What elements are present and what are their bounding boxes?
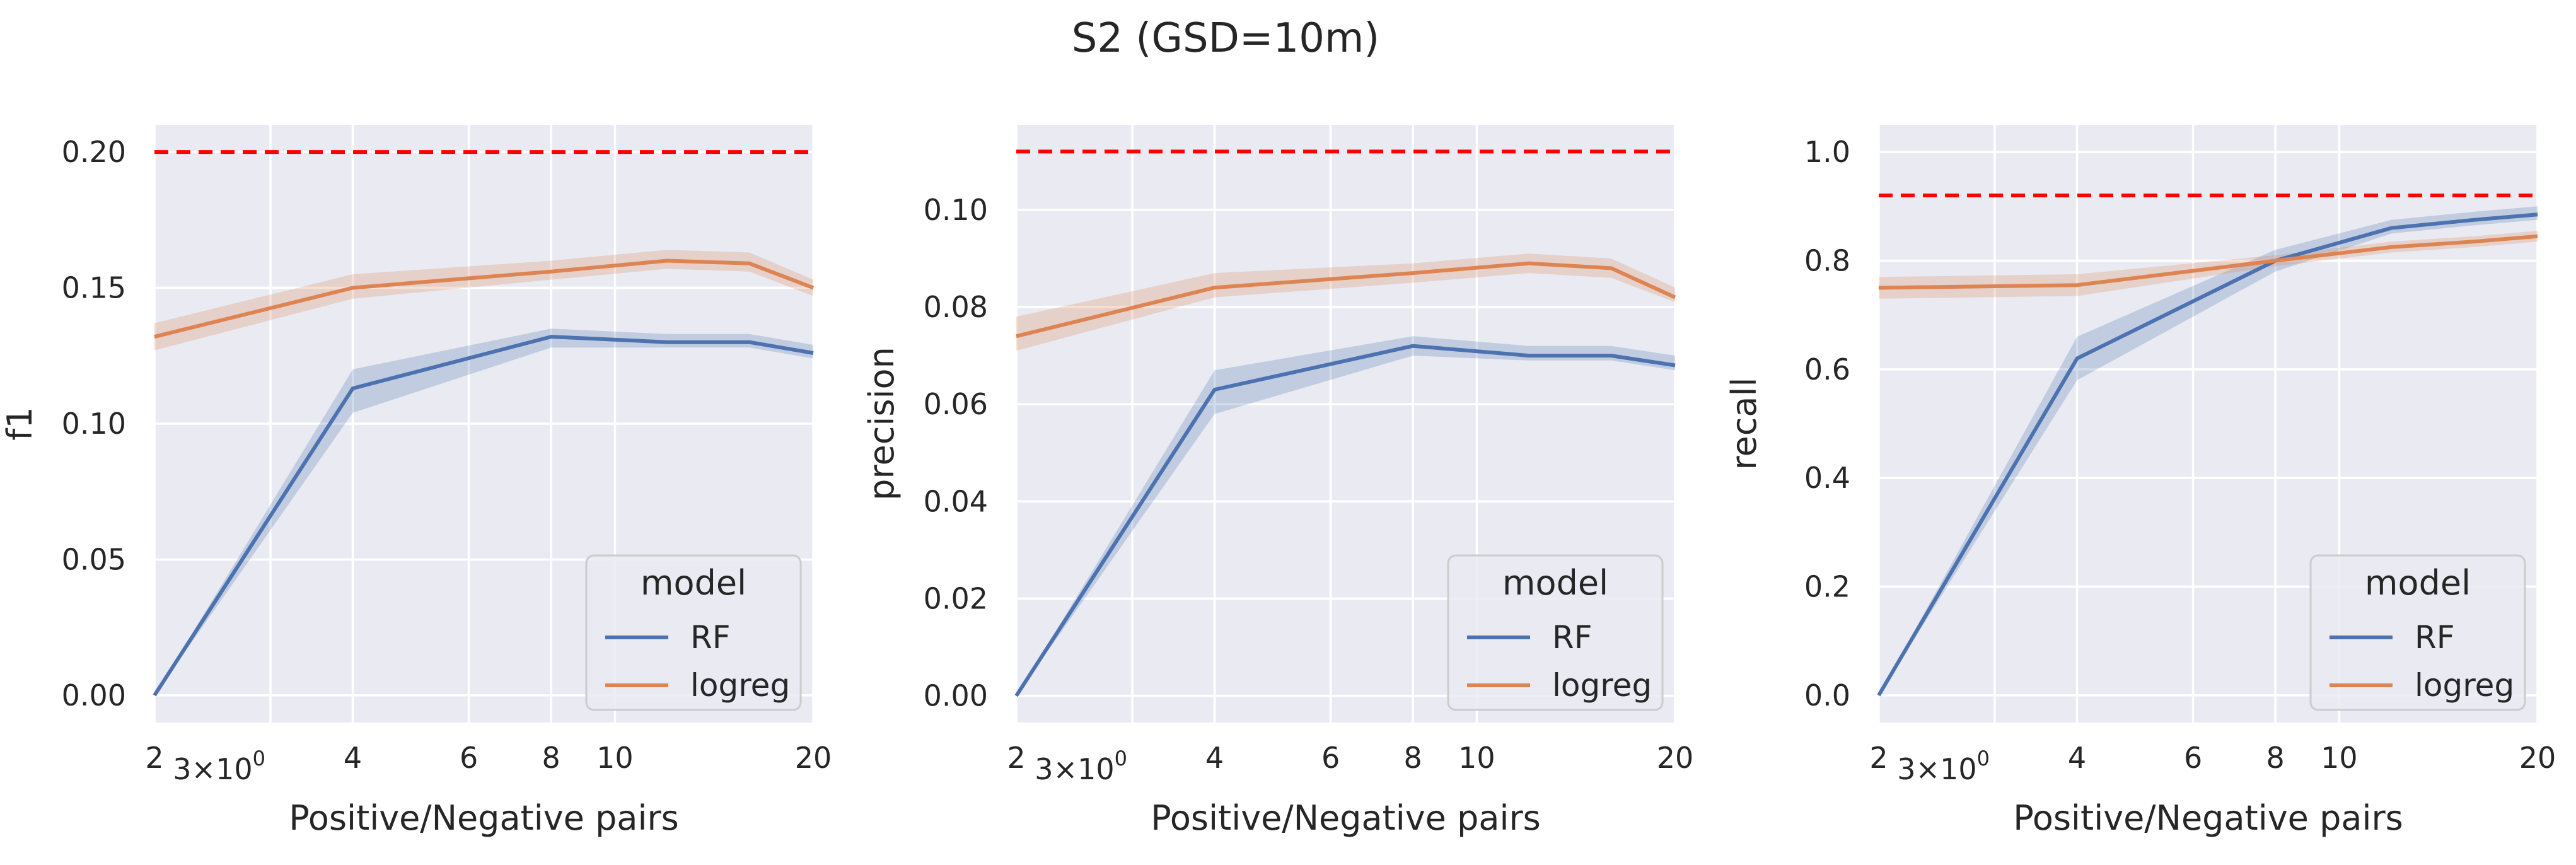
y-tick-label: 0.04 xyxy=(924,484,988,518)
x-tick-label: 2 xyxy=(145,741,163,775)
legend-label-rf: RF xyxy=(1552,619,1593,656)
y-tick-label: 1.0 xyxy=(1804,135,1850,169)
panel-recall: 0.0 0.2 0.4 0.6 0.8 1.0 2 3×100 4 6 8 10 20 Positive/… xyxy=(1724,125,2556,838)
y-tick-label: 0.2 xyxy=(1804,570,1850,604)
y-tick-label: 0.15 xyxy=(62,271,126,305)
x-tick-label: 3×100 xyxy=(1897,746,1990,786)
x-tick-label: 10 xyxy=(596,741,634,775)
x-tick-label-base: 3×10 xyxy=(1035,752,1114,786)
series-line-logreg xyxy=(1878,234,2538,290)
series-line-rf xyxy=(153,335,814,697)
confidence-band-rf xyxy=(1016,336,1675,696)
series-line-rf xyxy=(1877,212,2538,697)
y-tick-label: 0.05 xyxy=(62,542,126,576)
x-axis-label: Positive/Negative pairs xyxy=(2013,798,2403,838)
x-tick-label: 8 xyxy=(542,741,560,775)
y-tick-label: 0.02 xyxy=(924,581,988,615)
legend-label-rf: RF xyxy=(690,619,731,656)
x-tick-label-exponent: 0 xyxy=(1115,746,1127,770)
y-tick-label: 0.20 xyxy=(62,135,126,169)
y-tick-label: 0.6 xyxy=(1804,352,1850,386)
y-tick-label: 0.0 xyxy=(1804,678,1850,712)
legend: model RF logreg xyxy=(2309,554,2526,711)
x-tick-label: 20 xyxy=(795,741,832,775)
x-tick-label: 6 xyxy=(1321,741,1340,775)
y-tick-label: 0.8 xyxy=(1804,243,1850,277)
x-tick-label: 4 xyxy=(2068,741,2086,775)
y-tick-label: 0.10 xyxy=(62,407,126,441)
x-tick-label-base: 3×10 xyxy=(1897,752,1976,786)
y-axis-label: precision xyxy=(862,347,902,501)
legend-label-rf: RF xyxy=(2415,619,2455,656)
legend-box xyxy=(585,554,802,711)
x-tick-label: 2 xyxy=(1869,741,1888,775)
x-tick-label: 8 xyxy=(2266,741,2285,775)
series-line-logreg xyxy=(1016,261,1676,339)
legend-label-logreg: logreg xyxy=(1552,667,1652,704)
y-tick-label: 0.00 xyxy=(924,679,988,713)
x-tick-label: 20 xyxy=(2519,741,2556,775)
legend-box xyxy=(2309,554,2526,711)
x-axis-label: Positive/Negative pairs xyxy=(1151,798,1541,838)
x-tick-label: 10 xyxy=(1458,741,1495,775)
legend-title: model xyxy=(1502,563,1608,603)
panel-precision: 0.00 0.02 0.04 0.06 0.08 0.10 2 3×100 4 6 8 10 20 Pos… xyxy=(862,125,1693,838)
series-line-logreg xyxy=(154,258,815,339)
legend-title: model xyxy=(641,563,746,603)
legend-label-logreg: logreg xyxy=(2415,667,2514,704)
y-tick-label: 0.08 xyxy=(924,290,988,324)
y-tick-label: 0.00 xyxy=(62,678,126,712)
confidence-band-logreg xyxy=(154,250,813,351)
legend-title: model xyxy=(2365,563,2471,603)
x-tick-label: 20 xyxy=(1657,741,1694,775)
x-tick-label: 4 xyxy=(344,741,362,775)
x-tick-label: 10 xyxy=(2321,741,2358,775)
y-tick-label: 0.06 xyxy=(924,387,988,421)
x-tick-label: 4 xyxy=(1205,741,1224,775)
x-tick-label: 6 xyxy=(2184,741,2202,775)
confidence-band-rf xyxy=(1879,206,2538,695)
y-axis-label: recall xyxy=(1724,377,1764,470)
figure-title: S2 (GSD=10m) xyxy=(1072,15,1380,62)
y-tick-label: 0.10 xyxy=(924,193,988,227)
x-tick-label-exponent: 0 xyxy=(253,746,265,770)
legend: model RF logreg xyxy=(1447,554,1664,711)
legend-label-logreg: logreg xyxy=(690,667,790,704)
x-axis-label: Positive/Negative pairs xyxy=(289,798,679,838)
legend-box xyxy=(1447,554,1664,711)
x-tick-label: 3×100 xyxy=(173,746,265,786)
y-axis-label: f1 xyxy=(0,407,40,440)
x-tick-label-base: 3×10 xyxy=(173,752,252,786)
series-line-rf xyxy=(1014,344,1676,697)
legend: model RF logreg xyxy=(585,554,802,711)
y-tick-label: 0.4 xyxy=(1804,461,1850,495)
panel-f1: 0.00 0.05 0.10 0.15 0.20 2 3×100 4 6 8 10 20 Positiv… xyxy=(0,125,832,838)
x-tick-label-exponent: 0 xyxy=(1977,746,1990,770)
x-tick-label: 8 xyxy=(1404,741,1422,775)
x-tick-label: 6 xyxy=(460,741,478,775)
x-tick-label: 3×100 xyxy=(1035,746,1127,786)
x-tick-label: 2 xyxy=(1007,741,1025,775)
